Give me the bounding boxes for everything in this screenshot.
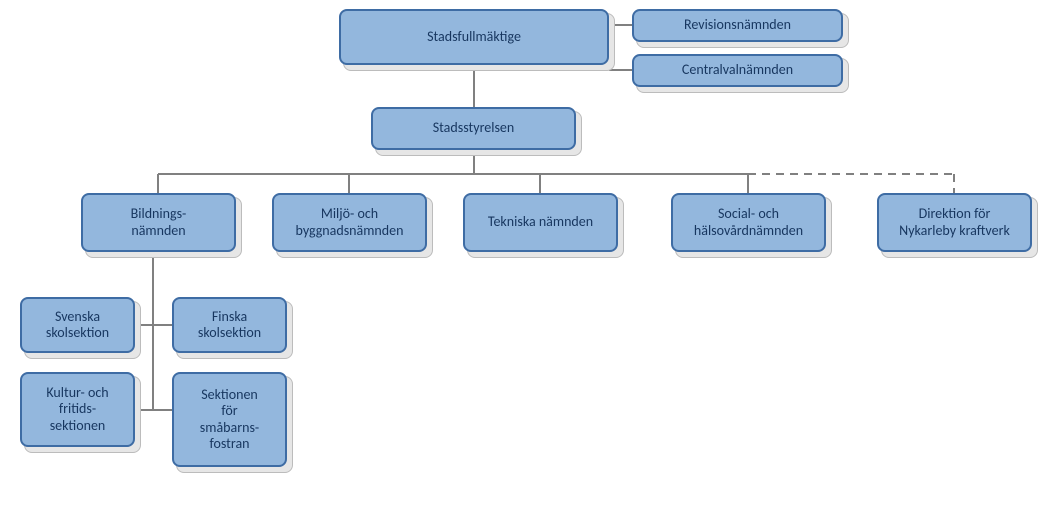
node-label: Finskaskolsektion: [198, 309, 261, 341]
node-label: Kultur- ochfritids-sektionen: [46, 385, 108, 433]
node-kultur: Kultur- ochfritids-sektionen: [20, 372, 135, 447]
node-label: Centralvalnämnden: [682, 62, 793, 78]
node-stadsstyrelsen: Stadsstyrelsen: [371, 107, 576, 150]
node-direktion: Direktion förNykarleby kraftverk: [877, 193, 1032, 252]
node-tekniska: Tekniska nämnden: [463, 193, 618, 252]
node-sektionen: Sektionenförsmåbarns-fostran: [172, 372, 287, 467]
node-stadsfullmaktige: Stadsfullmäktige: [339, 9, 609, 65]
node-label: Stadsstyrelsen: [433, 120, 515, 136]
node-label: Bildnings-nämnden: [131, 206, 187, 238]
node-label: Tekniska nämnden: [488, 214, 593, 230]
node-svenska: Svenskaskolsektion: [20, 297, 135, 353]
node-label: Revisionsnämnden: [684, 17, 791, 33]
node-label: Social- ochhälsovårdnämnden: [694, 206, 803, 238]
node-revisionsnamnden: Revisionsnämnden: [632, 9, 843, 42]
node-finska: Finskaskolsektion: [172, 297, 287, 353]
node-centralvalnamnden: Centralvalnämnden: [632, 54, 843, 87]
node-label: Miljö- ochbyggnadsnämnden: [296, 206, 404, 238]
node-bildnings: Bildnings-nämnden: [81, 193, 236, 252]
node-label: Sektionenförsmåbarns-fostran: [200, 387, 259, 451]
node-label: Svenskaskolsektion: [46, 309, 109, 341]
node-miljo: Miljö- ochbyggnadsnämnden: [272, 193, 427, 252]
connectors-layer: [0, 0, 1064, 521]
node-label: Stadsfullmäktige: [427, 29, 521, 45]
node-label: Direktion förNykarleby kraftverk: [899, 206, 1010, 238]
node-social: Social- ochhälsovårdnämnden: [671, 193, 826, 252]
